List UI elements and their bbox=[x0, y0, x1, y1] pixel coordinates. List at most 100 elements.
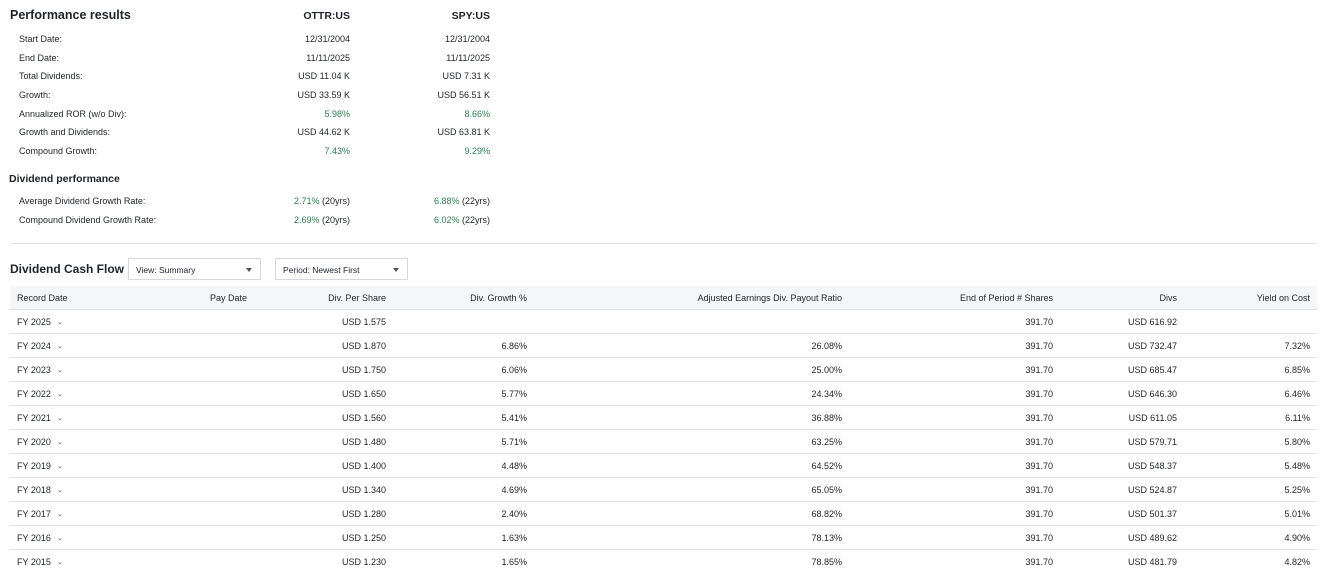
shares: 391.70 bbox=[1025, 437, 1053, 447]
payout-ratio: 65.05% bbox=[811, 485, 842, 495]
dividend-cash-flow-title: Dividend Cash Flow bbox=[10, 262, 125, 276]
div-growth: 6.86% bbox=[501, 341, 527, 351]
div-per-share: USD 1.575 bbox=[341, 317, 386, 327]
dividend-performance-row: Compound Dividend Growth Rate: 2.69% (20y… bbox=[10, 211, 500, 230]
record-date: FY 2021 bbox=[17, 413, 51, 423]
divs: USD 685.47 bbox=[1127, 365, 1177, 375]
yield-on-cost: 6.11% bbox=[1285, 413, 1310, 423]
yield-on-cost: 5.48% bbox=[1284, 461, 1310, 471]
table-row: FY 2019 ⌄ USD 1.400 4.48% 64.52% 391.70 USD 54… bbox=[10, 454, 1317, 478]
chevron-down-icon: ⌄ bbox=[56, 367, 63, 374]
column-header-spy: SPY:US bbox=[451, 10, 490, 22]
performance-value-ottr: USD 44.62 K bbox=[297, 127, 350, 138]
record-date-toggle[interactable]: FY 2016 ⌄ bbox=[17, 533, 63, 543]
divs: USD 524.87 bbox=[1127, 485, 1177, 495]
record-date-toggle[interactable]: FY 2020 ⌄ bbox=[17, 437, 63, 447]
performance-row: Start Date: 12/31/2004 12/31/2004 bbox=[10, 30, 500, 49]
divs: USD 732.47 bbox=[1127, 341, 1177, 351]
performance-row-label: Growth: bbox=[19, 90, 51, 101]
record-date-toggle[interactable]: FY 2024 ⌄ bbox=[17, 341, 63, 351]
div-per-share: USD 1.250 bbox=[341, 533, 386, 543]
div-growth: 4.48% bbox=[501, 461, 527, 471]
performance-header: Performance results OTTR:US SPY:US bbox=[10, 0, 500, 30]
caret-down-icon bbox=[246, 268, 252, 272]
header-div-per-share[interactable]: Div. Per Share bbox=[328, 293, 386, 303]
header-div-growth[interactable]: Div. Growth % bbox=[470, 293, 527, 303]
record-date: FY 2023 bbox=[17, 365, 51, 375]
div-growth: 2.40% bbox=[501, 509, 527, 519]
shares: 391.70 bbox=[1025, 365, 1053, 375]
record-date-toggle[interactable]: FY 2023 ⌄ bbox=[17, 365, 63, 375]
view-dropdown[interactable]: View: Summary bbox=[128, 258, 261, 280]
growth-rate-value: 2.71% bbox=[293, 196, 320, 206]
record-date: FY 2024 bbox=[17, 341, 51, 351]
dividend-performance-label: Compound Dividend Growth Rate: bbox=[19, 214, 157, 225]
record-date-toggle[interactable]: FY 2017 ⌄ bbox=[17, 509, 63, 519]
shares: 391.70 bbox=[1025, 317, 1053, 327]
header-record-date[interactable]: Record Date bbox=[17, 293, 68, 303]
record-date-toggle[interactable]: FY 2021 ⌄ bbox=[17, 413, 63, 423]
dividend-cash-flow-table: Record Date Pay Date Div. Per Share Div.… bbox=[10, 286, 1317, 573]
performance-value-spy: 12/31/2004 bbox=[444, 34, 490, 44]
performance-row: End Date: 11/11/2025 11/11/2025 bbox=[10, 49, 500, 68]
record-date-toggle[interactable]: FY 2015 ⌄ bbox=[17, 557, 63, 567]
chevron-down-icon: ⌄ bbox=[56, 391, 63, 398]
div-per-share: USD 1.480 bbox=[341, 437, 386, 447]
div-growth: 1.63% bbox=[501, 533, 527, 543]
table-row: FY 2025 ⌄ USD 1.575 391.70 USD 616.92 bbox=[10, 310, 1317, 334]
divs: USD 611.05 bbox=[1128, 413, 1177, 423]
chevron-down-icon: ⌄ bbox=[56, 559, 63, 566]
record-date-toggle[interactable]: FY 2018 ⌄ bbox=[17, 485, 63, 495]
record-date: FY 2019 bbox=[17, 461, 51, 471]
dividend-growth-spy: 6.02% (22yrs) bbox=[370, 215, 490, 225]
shares: 391.70 bbox=[1025, 461, 1053, 471]
payout-ratio: 78.85% bbox=[811, 557, 842, 567]
growth-rate-years: (22yrs) bbox=[459, 196, 490, 206]
period-dropdown[interactable]: Period: Newest First bbox=[275, 258, 408, 280]
record-date-toggle[interactable]: FY 2025 ⌄ bbox=[17, 317, 63, 327]
header-payout-ratio[interactable]: Adjusted Earnings Div. Payout Ratio bbox=[697, 293, 842, 303]
dividend-growth-ottr: 2.71% (20yrs) bbox=[230, 196, 350, 206]
header-pay-date[interactable]: Pay Date bbox=[209, 293, 247, 303]
divs: USD 489.62 bbox=[1127, 533, 1177, 543]
record-date-toggle[interactable]: FY 2019 ⌄ bbox=[17, 461, 63, 471]
record-date: FY 2017 bbox=[17, 509, 51, 519]
performance-value-spy: 9.29% bbox=[464, 146, 490, 157]
table-row: FY 2021 ⌄ USD 1.560 5.41% 36.88% 391.70 USD 61… bbox=[10, 406, 1317, 430]
div-per-share: USD 1.560 bbox=[341, 413, 386, 423]
yield-on-cost: 4.90% bbox=[1284, 533, 1310, 543]
table-row: FY 2022 ⌄ USD 1.650 5.77% 24.34% 391.70 USD 64… bbox=[10, 382, 1317, 406]
performance-row: Compound Growth: 7.43% 9.29% bbox=[10, 142, 500, 161]
table-row: FY 2020 ⌄ USD 1.480 5.71% 63.25% 391.70 USD 57… bbox=[10, 430, 1317, 454]
record-date: FY 2020 bbox=[17, 437, 51, 447]
performance-value-ottr: 5.98% bbox=[324, 108, 350, 119]
yield-on-cost: 4.82% bbox=[1284, 557, 1310, 567]
div-growth: 4.69% bbox=[501, 485, 527, 495]
column-header-ottr: OTTR:US bbox=[303, 10, 350, 22]
chevron-down-icon: ⌄ bbox=[56, 511, 63, 518]
header-divs[interactable]: Divs bbox=[1159, 293, 1178, 303]
performance-title: Performance results bbox=[10, 8, 131, 22]
table-row: FY 2023 ⌄ USD 1.750 6.06% 25.00% 391.70 USD 68… bbox=[10, 358, 1317, 382]
yield-on-cost: 6.85% bbox=[1284, 365, 1310, 375]
div-per-share: USD 1.280 bbox=[341, 509, 386, 519]
record-date-toggle[interactable]: FY 2022 ⌄ bbox=[17, 389, 63, 399]
view-dropdown-label: View: Summary bbox=[136, 265, 196, 275]
shares: 391.70 bbox=[1025, 485, 1053, 495]
performance-row: Growth and Dividends: USD 44.62 K USD 63.8… bbox=[10, 123, 500, 142]
div-growth: 5.77% bbox=[501, 389, 527, 399]
divs: USD 616.92 bbox=[1127, 317, 1177, 327]
header-yield-on-cost[interactable]: Yield on Cost bbox=[1256, 293, 1310, 303]
div-per-share: USD 1.400 bbox=[341, 461, 386, 471]
performance-value-ottr: 7.43% bbox=[324, 146, 350, 157]
chevron-down-icon: ⌄ bbox=[56, 535, 63, 542]
performance-value-ottr: 11/11/2025 bbox=[306, 52, 350, 63]
header-shares[interactable]: End of Period # Shares bbox=[959, 293, 1053, 303]
growth-rate-years: (22yrs) bbox=[459, 214, 490, 225]
chevron-down-icon: ⌄ bbox=[56, 343, 63, 350]
caret-down-icon bbox=[393, 268, 399, 272]
divs: USD 481.79 bbox=[1127, 557, 1177, 567]
payout-ratio: 78.13% bbox=[811, 533, 842, 543]
dividend-performance-label: Average Dividend Growth Rate: bbox=[19, 196, 146, 206]
record-date: FY 2015 bbox=[17, 557, 51, 567]
